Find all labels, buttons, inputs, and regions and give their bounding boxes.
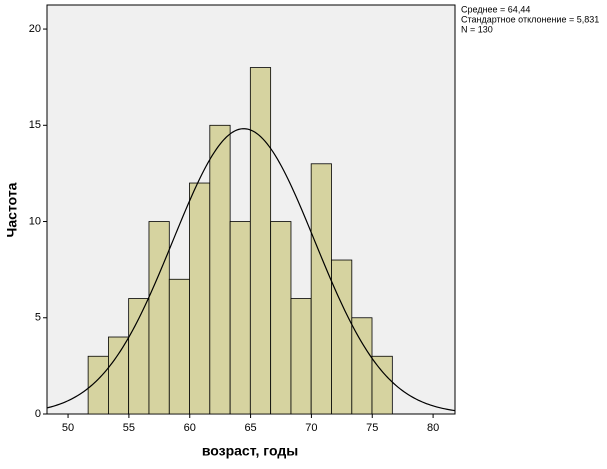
bar (371, 355, 393, 415)
bar (148, 221, 170, 415)
bar (189, 182, 211, 415)
y-tick-label: 0 (35, 408, 41, 420)
bar (249, 67, 272, 415)
bar (351, 317, 373, 415)
x-tick-label: 75 (366, 422, 378, 434)
x-tick-label: 60 (184, 422, 196, 434)
bar (331, 259, 353, 415)
y-tick-label: 15 (29, 119, 41, 131)
bar (270, 221, 292, 415)
stat-label: Стандартное отклонение = 5,831 (461, 14, 599, 24)
x-axis-title: возраст, годы (202, 443, 298, 459)
stat-label: Среднее = 64,44 (461, 4, 530, 14)
bar (310, 163, 332, 415)
bar (168, 278, 190, 415)
x-tick-label: 50 (62, 422, 74, 434)
y-tick-label: 5 (35, 312, 41, 324)
y-tick-label: 20 (29, 23, 41, 35)
x-tick-label: 80 (427, 422, 439, 434)
x-tick-label: 70 (305, 422, 317, 434)
stat-label: N = 130 (461, 24, 493, 34)
normal-curve (46, 128, 456, 412)
bar (229, 221, 251, 415)
x-tick-label: 65 (244, 422, 256, 434)
bar (209, 124, 231, 415)
x-tick-label: 55 (123, 422, 135, 434)
bar (108, 336, 130, 415)
bar (128, 298, 150, 415)
y-tick-label: 10 (29, 215, 41, 227)
bar (290, 298, 312, 415)
y-axis-title: Частота (4, 182, 20, 237)
